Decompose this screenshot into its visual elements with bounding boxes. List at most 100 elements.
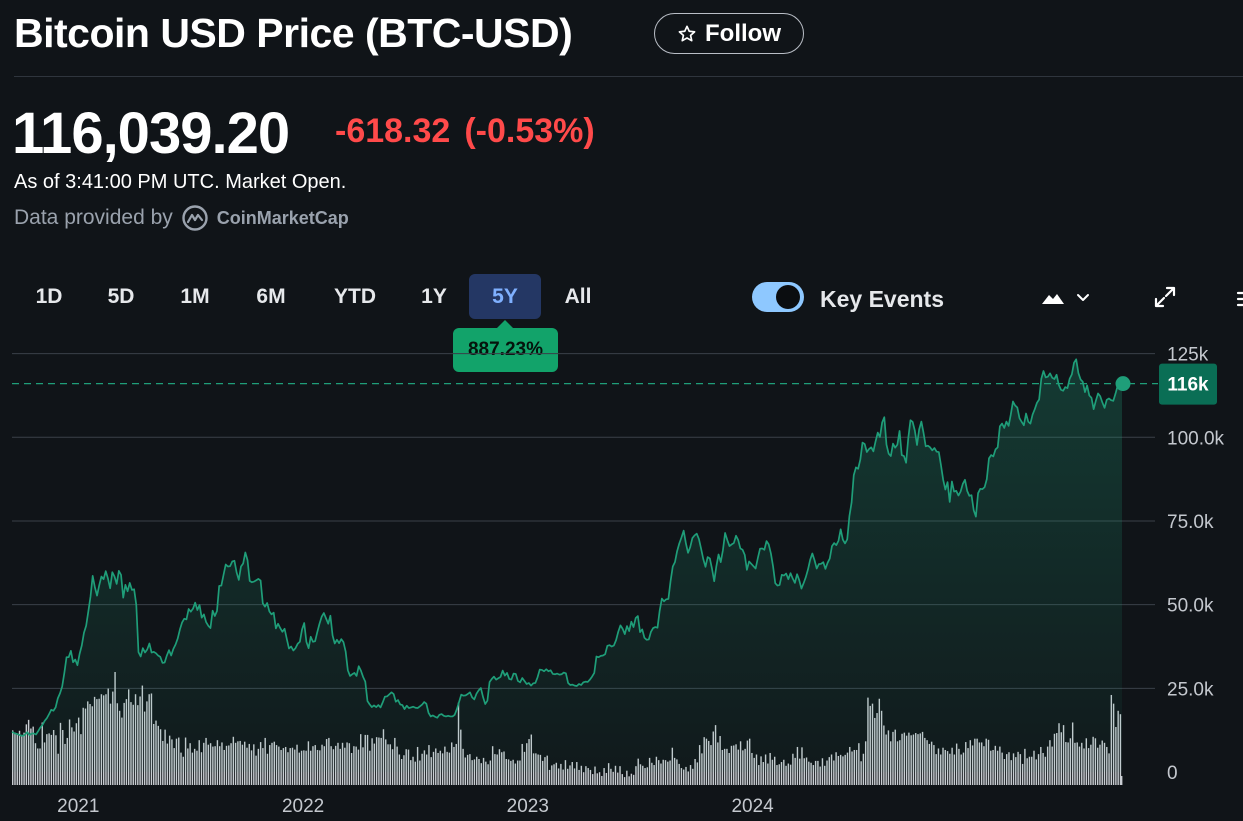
volume-bar	[787, 763, 790, 785]
volume-bar	[567, 768, 569, 785]
volume-bar	[553, 764, 555, 785]
volume-bar	[471, 760, 473, 785]
volume-bar	[478, 759, 480, 785]
volume-bar	[644, 768, 646, 785]
volume-bar	[505, 759, 507, 785]
mountain-chart-icon	[1042, 294, 1064, 304]
volume-bar	[662, 759, 664, 785]
range-ytd[interactable]: YTD	[334, 285, 376, 308]
chart-type-selector[interactable]	[1040, 286, 1096, 310]
volume-bar	[619, 766, 621, 785]
key-events-label: Key Events	[820, 286, 945, 312]
volume-bar	[689, 765, 692, 785]
volume-bar	[632, 774, 635, 785]
y-tick-label: 75.0k	[1167, 512, 1214, 533]
range-5d[interactable]: 5D	[107, 285, 135, 308]
volume-bar	[555, 762, 558, 785]
volume-bar	[617, 772, 619, 785]
volume-bar	[685, 766, 687, 785]
volume-bar	[860, 761, 862, 785]
price-chart[interactable]: 0 25.0k 50.0k 75.0k 100.0k 125k 2021 2022 2023 20…	[0, 330, 1243, 821]
volume-bar	[587, 768, 589, 785]
range-all[interactable]: All	[564, 285, 592, 308]
volume-bar	[621, 774, 623, 785]
volume-bar	[560, 763, 562, 785]
volume-bar	[1003, 759, 1006, 785]
header-divider	[14, 76, 1243, 77]
data-provided-label: Data provided by	[14, 206, 173, 229]
volume-bar	[646, 767, 649, 785]
volume-bar	[819, 766, 821, 785]
range-1m[interactable]: 1M	[180, 285, 210, 308]
star-outline-icon	[678, 25, 696, 42]
x-tick-label: 2024	[731, 796, 774, 817]
follow-button[interactable]: Follow	[654, 13, 804, 54]
volume-bar	[1010, 760, 1012, 785]
y-tick-label: 50.0k	[1167, 596, 1214, 617]
volume-bar	[1021, 763, 1024, 785]
range-5y[interactable]: 5Y	[469, 274, 541, 319]
current-price-tag	[1159, 363, 1217, 405]
volume-bar	[696, 762, 699, 785]
price-change: -618.32 (-0.53%)	[335, 112, 595, 151]
price-area	[12, 359, 1122, 772]
volume-bar	[551, 765, 553, 785]
range-6m[interactable]: 6M	[256, 285, 286, 308]
price-change-value: -618.32	[335, 112, 451, 150]
volume-bar	[489, 760, 492, 785]
x-tick-label: 2021	[57, 796, 99, 817]
page-title: Bitcoin USD Price (BTC-USD)	[14, 10, 573, 56]
volume-bar	[571, 762, 573, 785]
volume-bar	[485, 761, 487, 785]
volume-bar	[564, 760, 567, 785]
volume-bar	[692, 768, 694, 785]
y-tick-label: 100.0k	[1167, 428, 1225, 449]
volume-bar	[651, 762, 653, 785]
volume-bar	[642, 765, 644, 785]
volume-bar	[678, 763, 680, 785]
volume-bar	[1121, 776, 1123, 785]
volume-bar	[603, 768, 605, 785]
key-events-toggle[interactable]	[752, 282, 804, 312]
volume-bar	[669, 760, 671, 785]
volume-bar	[612, 771, 614, 785]
volume-bar	[639, 764, 642, 785]
volume-bar	[694, 759, 696, 785]
volume-bar	[598, 772, 601, 785]
range-1d[interactable]: 1D	[35, 285, 63, 308]
volume-bar	[762, 762, 765, 785]
volume-bar	[601, 775, 603, 785]
more-icon[interactable]	[1234, 287, 1243, 311]
volume-bar	[780, 762, 783, 785]
volume-bar	[512, 759, 514, 785]
volume-bar	[630, 773, 633, 785]
x-tick-label: 2023	[507, 796, 549, 817]
volume-bar	[758, 765, 760, 785]
current-price-tag-label: 116k	[1167, 375, 1209, 396]
volume-bar	[580, 765, 583, 785]
volume-bar	[826, 760, 828, 785]
volume-bar	[785, 765, 787, 785]
volume-bar	[487, 764, 489, 785]
volume-bar	[778, 764, 780, 785]
volume-bar	[783, 759, 785, 785]
volume-bar	[814, 760, 817, 785]
volume-bar	[419, 760, 421, 785]
volume-bar	[767, 763, 769, 785]
volume-bar	[626, 770, 628, 785]
expand-icon[interactable]	[1153, 285, 1177, 309]
volume-bar	[569, 765, 571, 785]
chevron-down-icon	[1077, 294, 1089, 301]
volume-bar	[607, 763, 610, 785]
y-tick-label: 0	[1167, 763, 1178, 784]
volume-bar	[516, 760, 519, 785]
volume-bar	[789, 764, 792, 785]
y-tick-label: 25.0k	[1167, 679, 1214, 700]
y-tick-label: 125k	[1167, 345, 1209, 366]
volume-bar	[771, 759, 774, 785]
volume-bar	[687, 771, 689, 785]
range-1y[interactable]: 1Y	[421, 285, 447, 308]
volume-bar	[810, 762, 812, 785]
last-price: 116,039.20	[12, 101, 290, 166]
volume-bar	[548, 769, 551, 785]
